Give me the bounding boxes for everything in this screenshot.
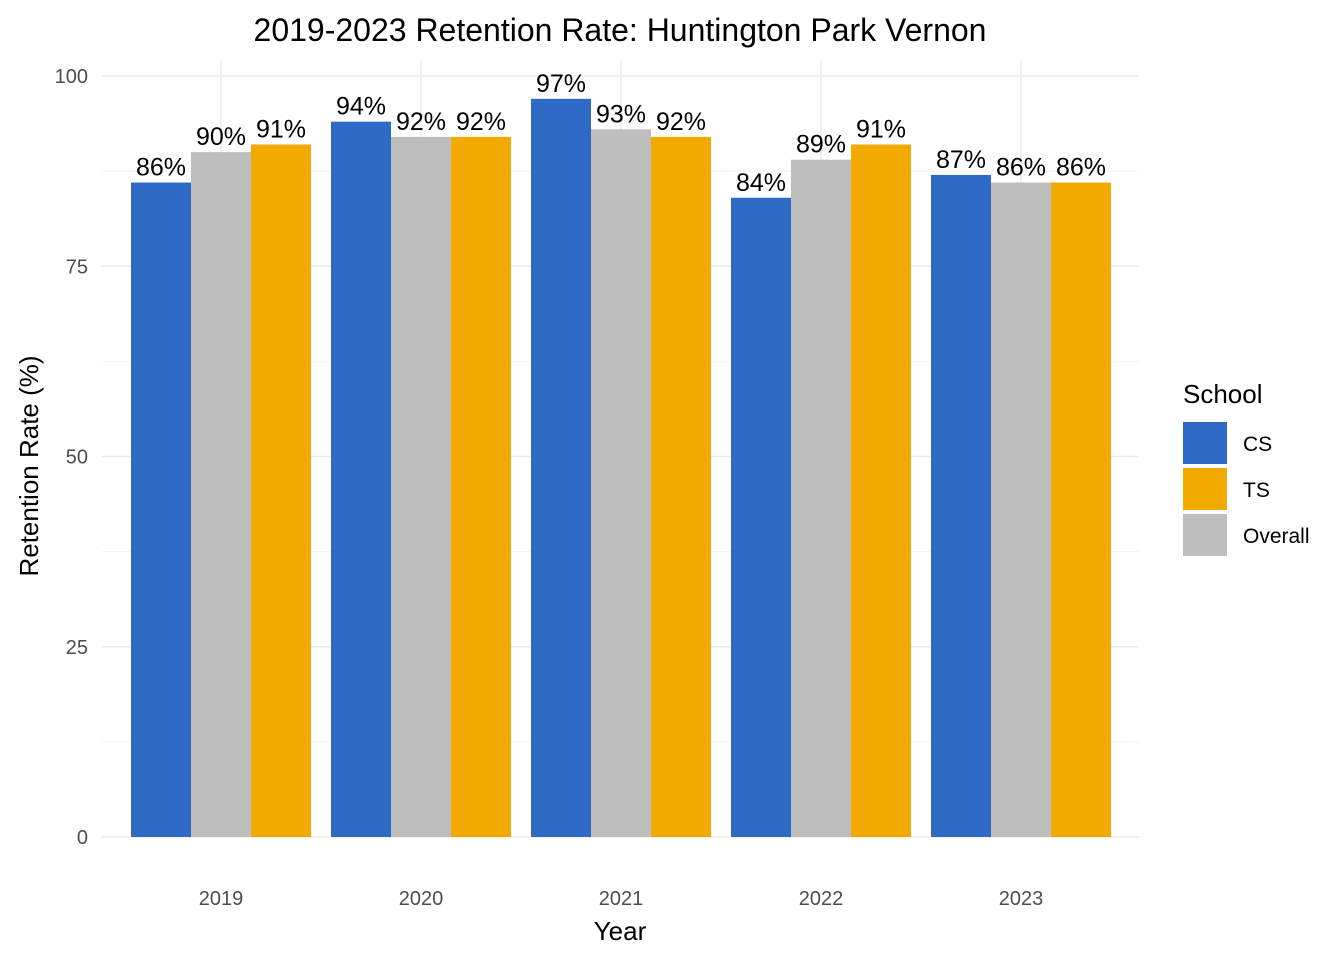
data-label-overall-2020: 92% bbox=[396, 108, 446, 136]
data-label-overall-2021: 93% bbox=[596, 100, 646, 128]
bar-overall-2019 bbox=[191, 152, 251, 838]
legend-key-cs bbox=[1183, 422, 1227, 464]
legend-key-ts bbox=[1183, 468, 1227, 510]
bar-ts-2021 bbox=[651, 136, 711, 837]
x-tick-label: 2022 bbox=[799, 888, 844, 910]
bar-ts-2019 bbox=[251, 144, 311, 838]
data-label-cs-2019: 86% bbox=[136, 154, 186, 182]
y-axis-ticks: 0 25 50 75 100 bbox=[55, 66, 88, 849]
bar-overall-2023 bbox=[991, 182, 1051, 838]
y-tick-label: 75 bbox=[66, 256, 88, 278]
bar-overall-2021 bbox=[591, 129, 651, 837]
data-label-cs-2023: 87% bbox=[936, 146, 986, 174]
data-label-ts-2019: 91% bbox=[256, 115, 306, 143]
bar-overall-2022 bbox=[791, 159, 851, 837]
data-label-ts-2020: 92% bbox=[456, 108, 506, 136]
data-label-ts-2023: 86% bbox=[1056, 154, 1106, 182]
bar-cs-2019 bbox=[131, 182, 191, 838]
legend-label-cs: CS bbox=[1243, 433, 1272, 456]
legend-label-ts: TS bbox=[1243, 479, 1270, 502]
data-label-cs-2020: 94% bbox=[336, 93, 386, 121]
legend-key-overall bbox=[1183, 514, 1227, 556]
y-axis-title: Retention Rate (%) bbox=[14, 355, 44, 576]
x-axis-title: Year bbox=[594, 916, 647, 946]
bar-ts-2022 bbox=[851, 144, 911, 838]
x-axis-ticks: 2019 2020 2021 2022 2023 bbox=[199, 888, 1044, 910]
bars bbox=[131, 98, 1111, 838]
data-label-cs-2022: 84% bbox=[736, 169, 786, 197]
chart-title: 2019-2023 Retention Rate: Huntington Par… bbox=[254, 12, 987, 48]
y-tick-label: 100 bbox=[55, 66, 88, 88]
data-label-overall-2023: 86% bbox=[996, 154, 1046, 182]
y-tick-label: 50 bbox=[66, 447, 88, 469]
x-tick-label: 2019 bbox=[199, 888, 244, 910]
legend-label-overall: Overall bbox=[1243, 525, 1310, 548]
y-tick-label: 0 bbox=[77, 827, 88, 849]
data-label-overall-2022: 89% bbox=[796, 131, 846, 159]
x-tick-label: 2023 bbox=[999, 888, 1044, 910]
bar-cs-2022 bbox=[731, 197, 791, 837]
bar-overall-2020 bbox=[391, 136, 451, 837]
data-label-overall-2019: 90% bbox=[196, 123, 246, 151]
data-labels: 86% 94% 97% 84% 87% 90% 92% 93% 89% 86% 91% 92% 92% 9… bbox=[136, 70, 1106, 197]
data-label-ts-2022: 91% bbox=[856, 115, 906, 143]
x-tick-label: 2021 bbox=[599, 888, 644, 910]
bar-cs-2020 bbox=[331, 121, 391, 837]
data-label-cs-2021: 97% bbox=[536, 70, 586, 98]
legend-title: School bbox=[1183, 379, 1263, 409]
bar-ts-2020 bbox=[451, 136, 511, 837]
bar-ts-2023 bbox=[1051, 182, 1111, 838]
bar-cs-2021 bbox=[531, 98, 591, 837]
legend: School CS TS Overall bbox=[1183, 379, 1310, 556]
bar-cs-2023 bbox=[931, 174, 991, 837]
y-tick-label: 25 bbox=[66, 637, 88, 659]
x-tick-label: 2020 bbox=[399, 888, 444, 910]
data-label-ts-2021: 92% bbox=[656, 108, 706, 136]
